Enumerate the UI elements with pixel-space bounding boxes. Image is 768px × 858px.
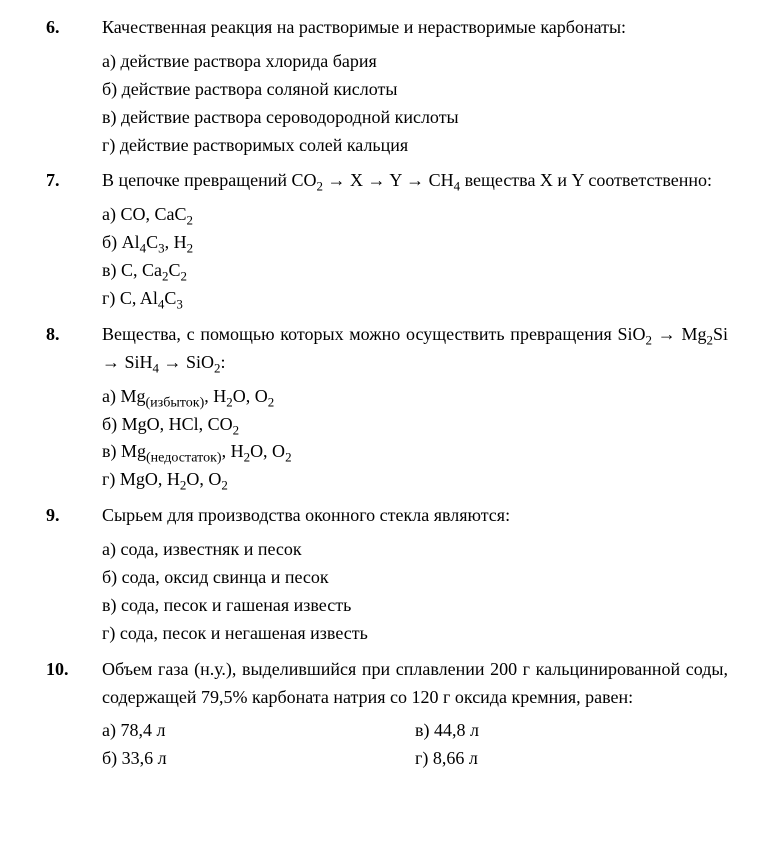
option-item: г) C, Al4C3	[102, 285, 728, 313]
question: 6.Качественная реакция на растворимые и …	[40, 14, 728, 159]
option-item: а) 78,4 л	[102, 717, 415, 745]
question: 10.Объем газа (н.у.), выделившийся при с…	[40, 656, 728, 774]
option-item: б) сода, оксид свинца и песок	[102, 564, 728, 592]
option-item: б) MgO, HCl, CO2	[102, 411, 728, 439]
question-number: 10.	[40, 656, 102, 774]
question-number: 9.	[40, 502, 102, 647]
option-item: а) действие раствора хлорида бария	[102, 48, 728, 76]
options-list: а) сода, известняк и песокб) сода, оксид…	[102, 536, 728, 648]
question-stem: Объем газа (н.у.), выделившийся при спла…	[102, 656, 728, 712]
option-item: г) сода, песок и негашеная известь	[102, 620, 728, 648]
option-item: б) 33,6 л	[102, 745, 415, 773]
question-body: Объем газа (н.у.), выделившийся при спла…	[102, 656, 728, 774]
option-item: г) действие растворимых солей кальция	[102, 132, 728, 160]
option-item: в) действие раствора сероводородной кисл…	[102, 104, 728, 132]
question-number: 8.	[40, 321, 102, 494]
option-item: г) MgO, H2O, O2	[102, 466, 728, 494]
question: 9.Сырьем для производства оконного стекл…	[40, 502, 728, 647]
option-item: б) действие раствора соляной кислоты	[102, 76, 728, 104]
option-item: а) сода, известняк и песок	[102, 536, 728, 564]
option-item: а) Mg(избыток), H2O, O2	[102, 383, 728, 411]
option-item: в) Mg(недостаток), H2O, O2	[102, 438, 728, 466]
question-number: 6.	[40, 14, 102, 159]
question-stem: Качественная реакция на растворимые и не…	[102, 14, 728, 42]
question-number: 7.	[40, 167, 102, 312]
question-body: Качественная реакция на растворимые и не…	[102, 14, 728, 159]
question-body: В цепочке превращений CO2 → X → Y → CH4 …	[102, 167, 728, 312]
option-item: в) 44,8 л	[415, 717, 728, 745]
question-body: Сырьем для производства оконного стекла …	[102, 502, 728, 647]
option-row: б) 33,6 лг) 8,66 л	[102, 745, 728, 773]
exam-page: 6.Качественная реакция на растворимые и …	[0, 0, 768, 821]
options-list: а) Mg(избыток), H2O, O2б) MgO, HCl, CO2в…	[102, 383, 728, 495]
option-row: а) 78,4 лв) 44,8 л	[102, 717, 728, 745]
question-stem: Сырьем для производства оконного стекла …	[102, 502, 728, 530]
question: 8.Вещества, с помощью которых можно осущ…	[40, 321, 728, 494]
option-item: б) Al4C3, H2	[102, 229, 728, 257]
options-list: а) действие раствора хлорида барияб) дей…	[102, 48, 728, 160]
options-list: а) 78,4 лв) 44,8 лб) 33,6 лг) 8,66 л	[102, 717, 728, 773]
option-item: в) C, Ca2C2	[102, 257, 728, 285]
question-stem: В цепочке превращений CO2 → X → Y → CH4 …	[102, 167, 728, 195]
question-body: Вещества, с помощью которых можно осущес…	[102, 321, 728, 494]
option-item: г) 8,66 л	[415, 745, 728, 773]
options-list: а) CO, CaC2б) Al4C3, H2в) C, Ca2C2г) C, …	[102, 201, 728, 313]
question: 7.В цепочке превращений CO2 → X → Y → CH…	[40, 167, 728, 312]
question-stem: Вещества, с помощью которых можно осущес…	[102, 321, 728, 377]
option-item: в) сода, песок и гашеная известь	[102, 592, 728, 620]
option-item: а) CO, CaC2	[102, 201, 728, 229]
